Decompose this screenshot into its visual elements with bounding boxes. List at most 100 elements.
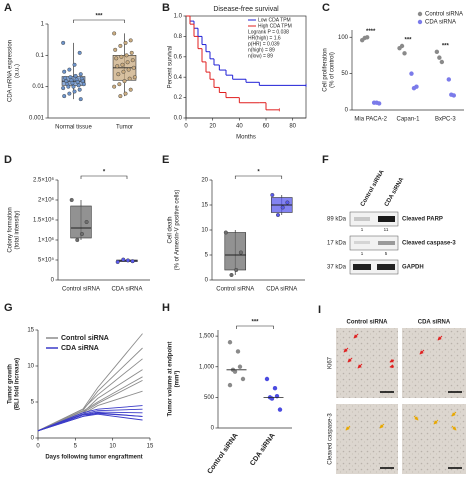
data-point bbox=[229, 273, 234, 278]
band-quant: 1 bbox=[361, 251, 364, 256]
x-tick-label: Control siRNA bbox=[216, 287, 254, 293]
y-axis-label: Cell proliferation bbox=[323, 48, 329, 91]
x-tick-label: 40 bbox=[236, 124, 243, 130]
y-tick-label: 0.8 bbox=[174, 34, 183, 40]
growth-line bbox=[37, 413, 143, 432]
y-axis-label: (a.u.) bbox=[15, 64, 21, 78]
panel-label: D bbox=[4, 154, 12, 166]
band bbox=[354, 217, 370, 221]
data-point bbox=[234, 268, 239, 273]
data-point bbox=[114, 56, 119, 61]
y-tick-label: 20 bbox=[201, 178, 208, 184]
ihc-image bbox=[336, 404, 398, 474]
y-tick-label: 0.1 bbox=[36, 53, 45, 59]
data-point bbox=[125, 258, 130, 263]
data-point bbox=[414, 84, 419, 89]
plot-frame bbox=[185, 15, 307, 119]
x-tick-label: 80 bbox=[289, 124, 296, 130]
band-quant: 1 bbox=[361, 227, 364, 232]
y-tick-label: 0 bbox=[211, 426, 215, 432]
data-point bbox=[77, 50, 82, 55]
box bbox=[224, 232, 247, 271]
panel-label: E bbox=[162, 154, 169, 166]
y-tick-label: 0.6 bbox=[174, 54, 183, 60]
legend-label: Low CDA TPM bbox=[258, 17, 291, 23]
y-tick-label: 0 bbox=[345, 108, 349, 114]
data-point bbox=[439, 59, 445, 65]
y-axis-label: (% of control) bbox=[330, 52, 336, 88]
lane-label: Control siRNA bbox=[360, 169, 386, 208]
y-tick-label: 0 bbox=[31, 436, 35, 442]
y-tick-label: 15 bbox=[27, 328, 34, 334]
data-point bbox=[119, 54, 124, 59]
data-point bbox=[128, 87, 133, 92]
data-point bbox=[446, 77, 452, 82]
y-tick-label: 10 bbox=[201, 228, 208, 234]
y-axis-label: (total intensity) bbox=[15, 210, 21, 249]
growth-line bbox=[37, 405, 143, 432]
stat-text: p(HR) = 0.039 bbox=[248, 41, 280, 47]
band-name: Cleaved PARP bbox=[402, 217, 443, 223]
growth-line bbox=[37, 413, 143, 432]
data-point bbox=[121, 69, 126, 74]
y-axis-label: (% of Annexin-V positive cells) bbox=[175, 190, 181, 271]
x-tick-label: 60 bbox=[263, 124, 270, 130]
data-point bbox=[122, 79, 127, 84]
band-quant: 5 bbox=[385, 251, 388, 256]
panel-label: B bbox=[162, 2, 170, 14]
stat-text: Logrank P = 0.038 bbox=[248, 29, 289, 35]
y-tick-label: 2.5×10⁶ bbox=[33, 177, 55, 184]
band bbox=[378, 241, 395, 245]
x-tick-label: Capan-1 bbox=[396, 117, 420, 123]
blot-strip bbox=[349, 211, 399, 227]
data-point bbox=[238, 250, 243, 255]
band-size: 17 kDa bbox=[327, 241, 347, 247]
significance: * bbox=[103, 170, 106, 176]
data-point bbox=[79, 231, 84, 236]
ihc-image bbox=[336, 328, 398, 398]
x-tick-label: Normal tissue bbox=[55, 125, 92, 131]
band-size: 89 kDa bbox=[327, 217, 347, 223]
data-point bbox=[123, 91, 128, 96]
x-tick-label: CDA siRNA bbox=[249, 432, 276, 467]
arrows bbox=[345, 411, 457, 431]
y-tick-label: 0 bbox=[51, 278, 55, 284]
data-point bbox=[237, 364, 243, 369]
data-point bbox=[62, 94, 67, 99]
data-point bbox=[115, 64, 120, 69]
y-tick-label: 10 bbox=[27, 364, 34, 370]
data-point bbox=[364, 35, 370, 40]
legend-label: CDA siRNA bbox=[425, 20, 456, 26]
stat-text: n(low) = 89 bbox=[248, 53, 273, 59]
data-point bbox=[240, 376, 246, 382]
data-point bbox=[120, 62, 125, 67]
y-tick-label: 1,500 bbox=[199, 334, 215, 340]
panel-label: I bbox=[318, 304, 321, 316]
legend-label: Control siRNA bbox=[425, 12, 463, 18]
data-point bbox=[127, 76, 132, 81]
data-point bbox=[129, 50, 134, 55]
x-axis-label: Days following tumor engraftment bbox=[45, 455, 142, 461]
data-point bbox=[272, 385, 278, 391]
y-tick-label: 0.2 bbox=[174, 95, 183, 101]
ihc-panel: I Control siRNA CDA siRNA Ki67 Cleaved c… bbox=[318, 304, 466, 474]
data-point bbox=[112, 31, 117, 36]
chart-title: Disease-free survival bbox=[213, 6, 279, 13]
arrows bbox=[343, 333, 443, 369]
significance: *** bbox=[442, 43, 450, 49]
blot-strip bbox=[349, 235, 399, 251]
x-tick-label: 5 bbox=[74, 444, 78, 450]
data-point bbox=[232, 369, 238, 374]
lane-label: CDA siRNA bbox=[384, 176, 406, 208]
y-axis-label: Cell death bbox=[168, 216, 174, 243]
data-point bbox=[130, 259, 135, 264]
data-point bbox=[72, 89, 77, 94]
data-point bbox=[235, 349, 241, 354]
data-point bbox=[61, 40, 66, 45]
significance-bracket bbox=[236, 325, 274, 329]
data-point bbox=[376, 101, 382, 106]
significance-bracket bbox=[80, 175, 128, 179]
data-point bbox=[76, 83, 81, 88]
band bbox=[378, 216, 395, 222]
